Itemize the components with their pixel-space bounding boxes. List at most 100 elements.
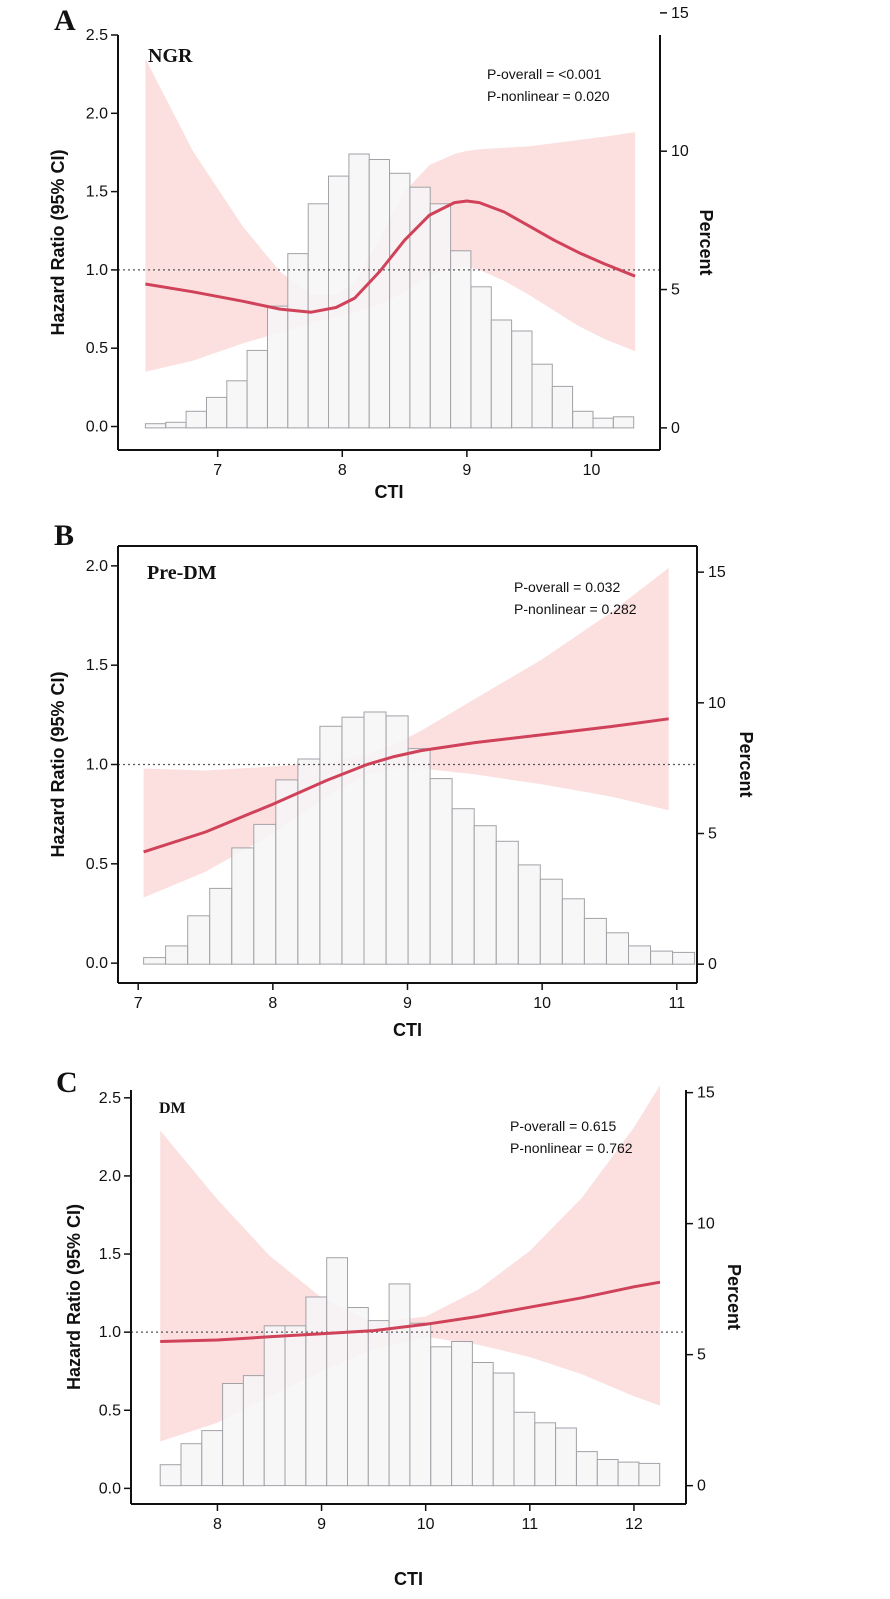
y-tick-label: 1.0 xyxy=(86,757,108,774)
y2-tick-label: 0 xyxy=(671,420,680,437)
panel-subtitle: DM xyxy=(159,1100,186,1117)
histogram-bar xyxy=(187,915,211,965)
y2-tick-label: 10 xyxy=(708,695,726,712)
x-tick-label: 12 xyxy=(625,1516,643,1533)
histogram-bar xyxy=(275,779,299,965)
y-tick-label: 2.0 xyxy=(99,1168,121,1185)
panel-subtitle: NGR xyxy=(148,45,193,67)
p-nonlinear-label: P-nonlinear = 0.762 xyxy=(510,1140,633,1156)
p-nonlinear-label: P-nonlinear = 0.282 xyxy=(514,601,637,617)
histogram-bar xyxy=(165,945,189,965)
histogram-bar xyxy=(450,250,472,429)
histogram-bar xyxy=(592,417,614,429)
y2-tick-label: 5 xyxy=(708,826,717,843)
panel-b: 0.0 0.5 1.0 1.5 2.0 0 5 10 15 7 8 9 10 11 CTI Hazard Ra… xyxy=(48,519,756,1040)
histogram-bar xyxy=(572,410,594,429)
y2-tick-label: 0 xyxy=(697,1478,706,1495)
y-tick-label: 2.0 xyxy=(86,105,108,122)
histogram-bar xyxy=(368,159,391,429)
histogram-bar xyxy=(513,1411,536,1487)
hazard-ratio-curve xyxy=(160,1280,661,1343)
y2-tick-label: 5 xyxy=(671,282,680,299)
histogram-bar xyxy=(159,1464,182,1487)
histogram-bar xyxy=(206,396,228,429)
y-axis-title: Hazard Ratio (95% CI) xyxy=(48,149,68,335)
y-tick-label: 0.0 xyxy=(86,419,108,436)
y-tick-label: 2.5 xyxy=(99,1090,121,1107)
confidence-band xyxy=(145,58,636,372)
y-tick-label: 0.5 xyxy=(99,1402,121,1419)
y2-axis-title: Percent xyxy=(724,1264,744,1330)
confidence-band xyxy=(143,567,669,898)
y-axis-title: Hazard Ratio (95% CI) xyxy=(64,1204,84,1390)
y-axis-title: Hazard Ratio (95% CI) xyxy=(48,671,68,857)
histogram-bar xyxy=(246,349,268,429)
histogram-bar xyxy=(305,1296,328,1487)
histogram-bar xyxy=(319,725,343,965)
y-tick-label: 1.0 xyxy=(99,1324,121,1341)
histogram-bar xyxy=(143,957,167,965)
histogram-bar xyxy=(451,1341,473,1487)
panel-c: 0.0 0.5 1.0 1.5 2.0 2.5 0 5 10 15 8 9 10 11 12 CTI Hazar… xyxy=(56,1066,744,1589)
histogram-bar xyxy=(409,1322,432,1487)
panel-a: 0.0 0.5 1.0 1.5 2.0 2.5 0 5 10 15 7 8 9 10 CTI Hazard R… xyxy=(48,4,716,502)
histogram-bar xyxy=(253,823,277,965)
x-tick-label: 7 xyxy=(134,995,143,1012)
histogram-bar xyxy=(284,1325,307,1487)
histogram-bar xyxy=(638,1462,661,1487)
y2-tick-label: 10 xyxy=(671,143,689,160)
histogram-bar xyxy=(165,421,187,429)
histogram-bar xyxy=(555,1427,577,1487)
histogram-bar xyxy=(429,203,452,429)
x-tick-label: 10 xyxy=(533,995,551,1012)
y2-tick-label: 15 xyxy=(697,1085,715,1102)
y2-tick-label: 15 xyxy=(671,5,689,22)
histogram-bar xyxy=(551,385,574,429)
histogram-bar xyxy=(473,825,497,965)
y2-axis-title: Percent xyxy=(696,209,716,275)
x-tick-label: 7 xyxy=(213,462,222,479)
histogram-bar xyxy=(326,1257,349,1487)
p-overall-label: P-overall = <0.001 xyxy=(487,66,602,82)
histogram-bar xyxy=(180,1443,203,1487)
histogram-bar xyxy=(363,711,387,965)
histogram-bar xyxy=(287,253,309,429)
histogram-bar xyxy=(650,950,674,965)
y2-tick-label: 10 xyxy=(697,1216,715,1233)
histogram-bar xyxy=(201,1430,224,1487)
histogram-bar xyxy=(185,410,207,429)
histogram-bar xyxy=(267,305,289,429)
histogram-bar xyxy=(511,330,533,429)
x-tick-label: 11 xyxy=(668,995,685,1012)
histogram-bar xyxy=(407,748,431,965)
y-tick-label: 0.5 xyxy=(86,340,108,357)
panel-letter: B xyxy=(54,519,74,552)
histogram-bar xyxy=(341,716,365,965)
y-tick-label: 1.5 xyxy=(86,184,108,201)
y-tick-label: 1.5 xyxy=(86,657,108,674)
histogram-bar xyxy=(534,1422,557,1487)
y2-axis-title: Percent xyxy=(736,731,756,797)
y-tick-label: 0.0 xyxy=(86,955,108,972)
histogram-bar xyxy=(231,847,255,965)
histogram-bar xyxy=(263,1325,286,1487)
y2-tick-label: 5 xyxy=(697,1347,706,1364)
histogram-bar xyxy=(388,1283,411,1487)
histogram-bar xyxy=(495,840,519,965)
y-tick-label: 0.0 xyxy=(99,1480,121,1497)
x-axis-title: CTI xyxy=(393,1020,422,1040)
y2-tick-label: 0 xyxy=(708,956,717,973)
histogram-bar xyxy=(429,778,453,965)
histogram-bar xyxy=(222,1383,244,1487)
panel-subtitle: Pre-DM xyxy=(147,562,217,584)
histogram-bar xyxy=(596,1459,619,1487)
histogram-bar xyxy=(490,319,513,429)
histogram-bar xyxy=(561,898,585,965)
histogram-bar xyxy=(144,423,167,429)
y-tick-label: 0.5 xyxy=(86,856,108,873)
x-tick-label: 10 xyxy=(583,462,601,479)
panel-letter: C xyxy=(56,1066,78,1099)
y2-tick-label: 15 xyxy=(708,564,726,581)
histogram-bar xyxy=(617,1461,640,1487)
